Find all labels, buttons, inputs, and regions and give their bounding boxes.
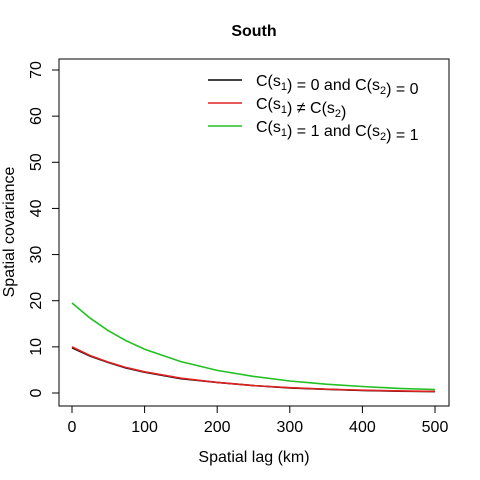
y-tick-label: 10 xyxy=(28,338,45,356)
x-tick-label: 100 xyxy=(131,419,158,436)
x-tick-label: 300 xyxy=(276,419,303,436)
x-axis-label: Spatial lag (km) xyxy=(198,449,309,466)
legend-entry-2: C(s1) ≠ C(s2) xyxy=(256,96,346,121)
legend-entry-3: C(s1) = 1 and C(s2) = 1 xyxy=(256,119,419,144)
series-line-3 xyxy=(71,302,436,391)
x-tick-label: 200 xyxy=(204,419,231,436)
y-tick-label: 40 xyxy=(28,199,45,217)
x-tick-label: 0 xyxy=(68,419,77,436)
series-layer xyxy=(71,302,436,393)
x-tick-label: 400 xyxy=(349,419,376,436)
y-axis-label: Spatial covariance xyxy=(1,167,18,298)
y-tick-label: 60 xyxy=(28,107,45,125)
y-tick-label: 70 xyxy=(28,61,45,79)
legend-entry-1: C(s1) = 0 and C(s2) = 0 xyxy=(256,73,419,98)
y-tick-label: 20 xyxy=(28,292,45,310)
chart-title: South xyxy=(231,23,276,40)
x-tick-label: 500 xyxy=(422,419,449,436)
legend: C(s1) = 0 and C(s2) = 0C(s1) ≠ C(s2)C(s1… xyxy=(208,73,419,144)
y-tick-label: 0 xyxy=(28,388,45,397)
y-tick-label: 50 xyxy=(28,153,45,171)
y-axis: 0 10 20 30 40 50 60 70 xyxy=(28,61,60,397)
plot-area xyxy=(58,58,450,407)
y-tick-label: 30 xyxy=(28,246,45,264)
x-axis: 0 100 200 300 400 500 xyxy=(68,405,449,436)
series-line-2 xyxy=(71,346,436,393)
